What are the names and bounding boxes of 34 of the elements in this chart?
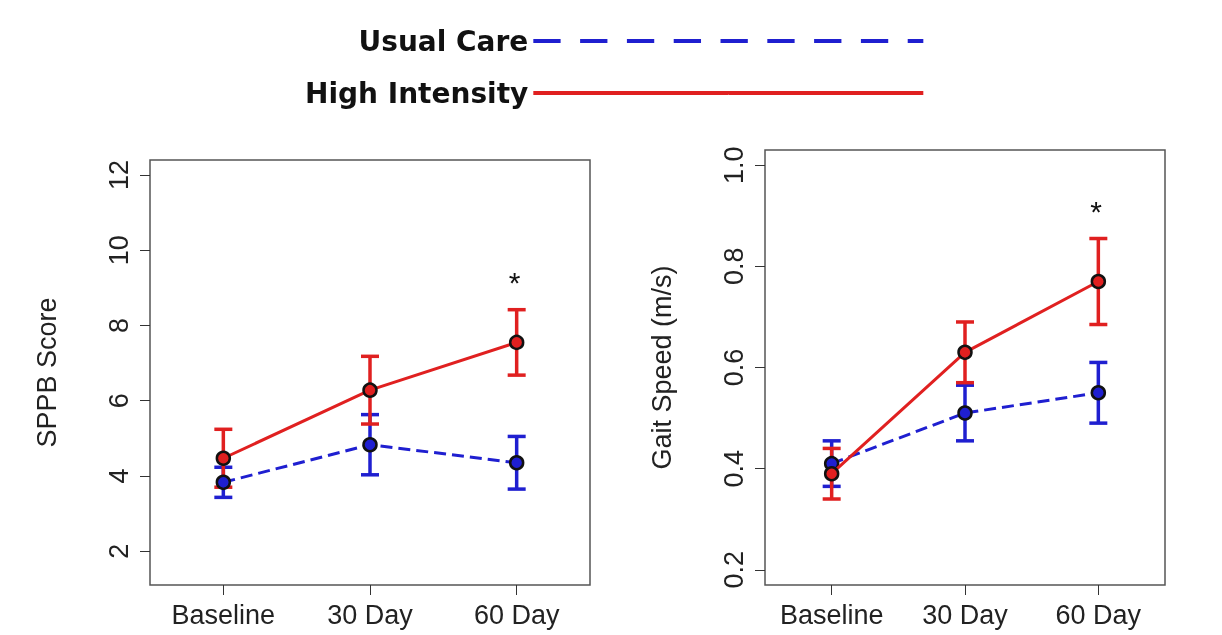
- y-tick-label: 2: [103, 543, 134, 559]
- y-tick-label: 0.4: [718, 449, 749, 488]
- y-tick-label: 0.2: [718, 551, 749, 589]
- x-tick-label: Baseline: [171, 599, 276, 630]
- x-tick-label: 30 Day: [922, 599, 1009, 630]
- y-axis-title: SPPB Score: [31, 297, 62, 448]
- y-tick-label: 0.8: [718, 247, 749, 286]
- legend-label: High Intensity: [304, 76, 529, 110]
- point: [1090, 385, 1107, 401]
- y-tick-label: 1.0: [718, 146, 749, 184]
- annotation: *: [1090, 195, 1103, 229]
- x-tick-label: 60 Day: [1055, 599, 1142, 630]
- y-axis-title: Gait Speed (m/s): [646, 265, 677, 470]
- point: [215, 474, 232, 491]
- y-tick-label: 8: [103, 317, 134, 333]
- point: [215, 450, 232, 466]
- legend-label: Usual Care: [358, 24, 529, 58]
- y-tick-label: 6: [103, 393, 134, 409]
- annotation: *: [508, 266, 521, 300]
- point: [957, 405, 973, 421]
- point: [508, 334, 525, 351]
- y-tick-label: 12: [103, 160, 134, 191]
- x-tick-label: Baseline: [779, 599, 884, 630]
- point: [362, 382, 378, 398]
- point: [508, 455, 525, 471]
- point: [823, 465, 840, 482]
- point: [362, 436, 378, 453]
- y-tick-label: 0.6: [718, 348, 749, 387]
- point: [1090, 273, 1107, 290]
- y-tick-label: 10: [103, 235, 134, 266]
- point: [957, 344, 973, 361]
- y-tick-label: 4: [103, 468, 134, 484]
- x-tick-label: 30 Day: [327, 599, 414, 630]
- x-tick-label: 60 Day: [473, 599, 560, 630]
